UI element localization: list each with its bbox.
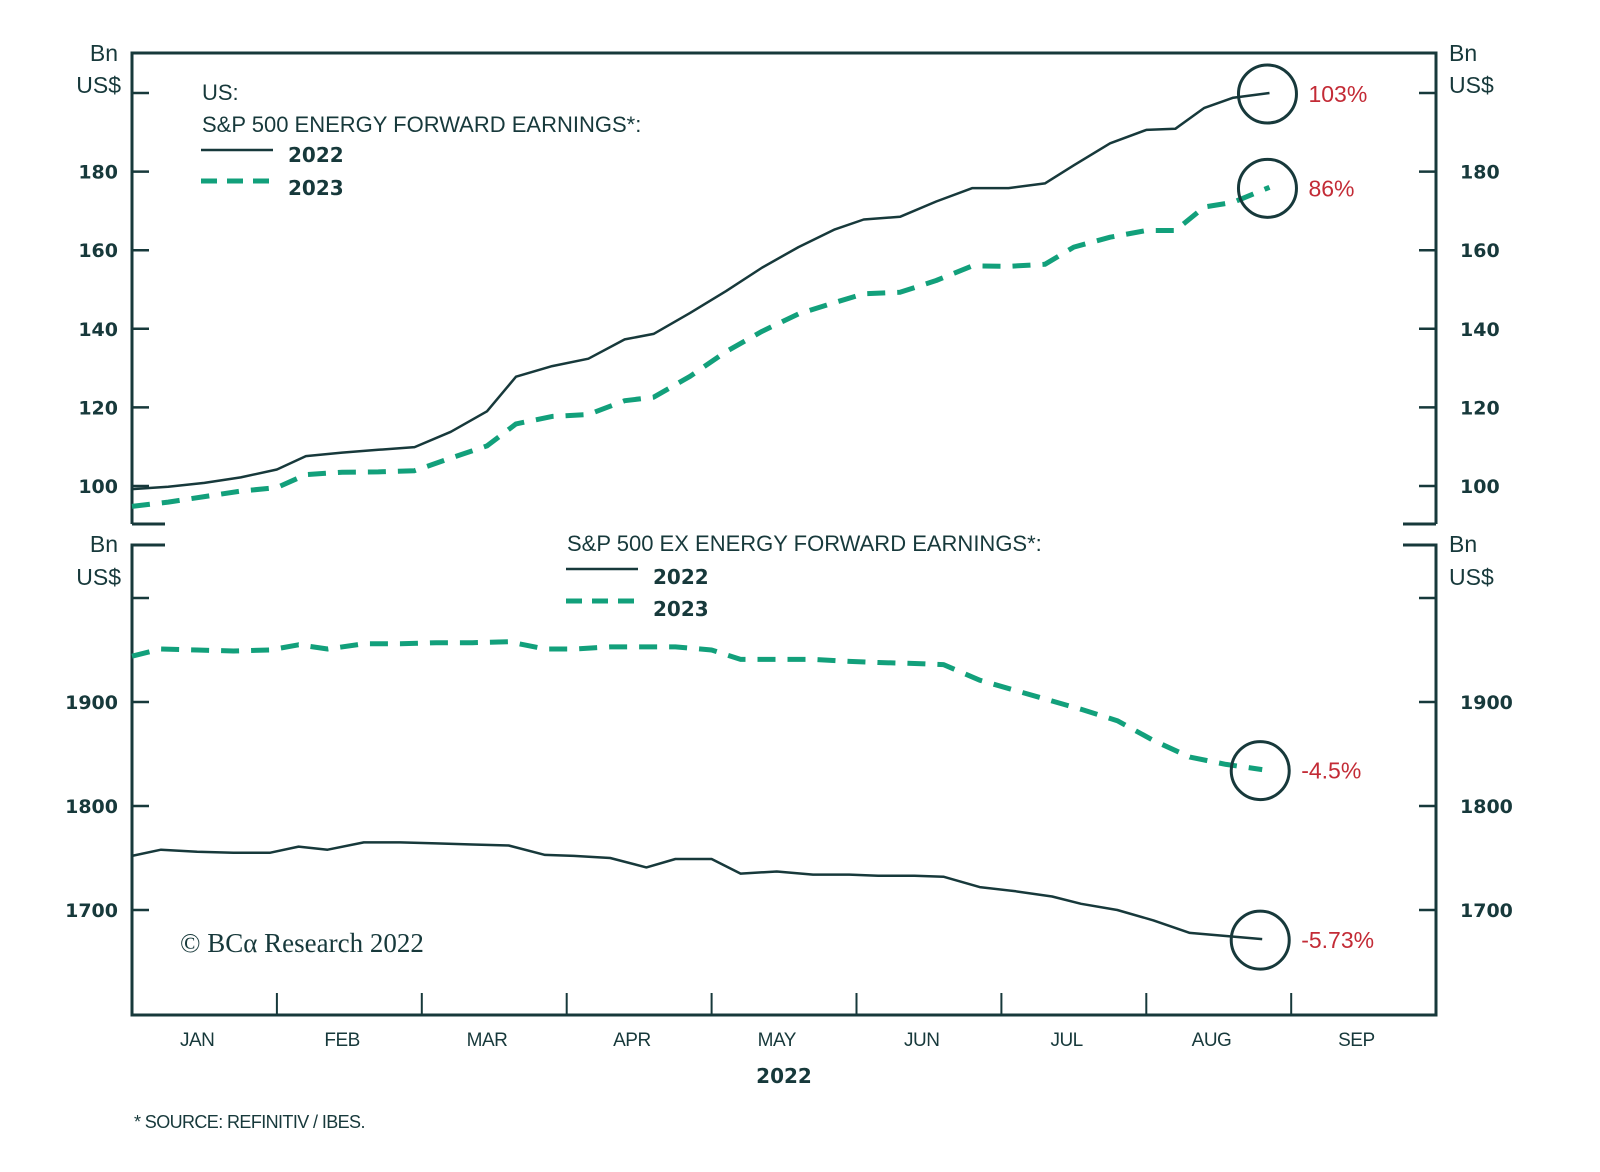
panel1-series-2023-line: [131, 639, 1263, 773]
top-legend-title-line2: S&P 500 ENERGY FORWARD EARNINGS*:: [202, 112, 641, 137]
panel0-left-ytick-label: 140: [78, 319, 118, 341]
copyright-notice: © BCα Research 2022: [180, 928, 424, 958]
source-footnote: * SOURCE: REFINITIV / IBES.: [134, 1112, 365, 1132]
panel0-annotation-circle-2023: [1236, 157, 1298, 219]
panel1-right-ytick-label: 1800: [1460, 796, 1513, 818]
panel0-right-ytick-label: 180: [1460, 162, 1500, 184]
chart-frames: [130, 51, 1438, 1017]
panel1-annotation-circle-2022: [1229, 909, 1291, 971]
top-legend-label-2023: 2023: [288, 176, 344, 200]
x-axis-year-label: 2022: [756, 1064, 812, 1088]
month-label-jun: JUN: [904, 1030, 939, 1051]
panel0-left-ytick-label: 160: [78, 240, 118, 262]
top-right-unit-bn: Bn: [1449, 40, 1477, 66]
bottom-right-unit-bn: Bn: [1449, 531, 1477, 557]
panel0-right-ytick-label: 120: [1460, 397, 1500, 419]
series-lines: [131, 91, 1271, 941]
bottom-legend-label-2023: 2023: [653, 597, 709, 621]
bottom-right-unit-usd: US$: [1449, 564, 1494, 590]
bottom-panel-frame: [130, 543, 1438, 1017]
panel0-right-ytick-label: 100: [1460, 476, 1500, 498]
panel0-series-2023-line: [131, 184, 1271, 509]
panel1-right-ytick-label: 1900: [1460, 692, 1513, 714]
panel0-left-ytick-label: 100: [78, 476, 118, 498]
month-label-sep: SEP: [1338, 1030, 1375, 1051]
panel0-series-2022-line: [131, 91, 1270, 491]
top-left-unit-usd: US$: [76, 72, 121, 98]
month-label-may: MAY: [758, 1030, 797, 1051]
month-label-apr: APR: [613, 1030, 651, 1051]
top-legend-title-line1: US:: [202, 80, 239, 105]
month-label-jan: JAN: [180, 1030, 214, 1051]
panel0-annotation-label-2022: 103%: [1308, 81, 1367, 107]
panel1-annotation-label-2022: -5.73%: [1301, 927, 1374, 953]
panel0-right-ytick-label: 140: [1460, 319, 1500, 341]
panel0-left-ytick-label: 120: [78, 397, 118, 419]
bottom-left-unit-usd: US$: [76, 564, 121, 590]
panel1-right-ytick-label: 1700: [1460, 900, 1513, 922]
bottom-legend-title: S&P 500 EX ENERGY FORWARD EARNINGS*:: [567, 531, 1042, 556]
panel1-annotation-label-2023: -4.5%: [1301, 758, 1361, 784]
panel1-left-ytick-label: 1900: [65, 692, 118, 714]
panel0-right-ytick-label: 160: [1460, 240, 1500, 262]
panel1-annotation-circle-2023: [1229, 740, 1291, 802]
top-right-unit-usd: US$: [1449, 72, 1494, 98]
bottom-left-unit-bn: Bn: [90, 531, 118, 557]
month-label-feb: FEB: [324, 1030, 359, 1051]
annotations: 103% 86% -4.5% -5.73%: [1229, 63, 1374, 971]
top-left-unit-bn: Bn: [90, 40, 118, 66]
top-panel-frame: [130, 51, 1438, 524]
panel0-annotation-label-2023: 86%: [1308, 175, 1354, 201]
month-label-aug: AUG: [1192, 1030, 1232, 1051]
axis-tick-labels: 100 100 120 120 140 140 160 160 180 180 1700 1700 18…: [65, 162, 1513, 922]
top-legend: US: S&P 500 ENERGY FORWARD EARNINGS*: 20…: [201, 80, 641, 200]
bottom-legend: S&P 500 EX ENERGY FORWARD EARNINGS*: 202…: [566, 531, 1042, 621]
month-labels: JAN FEB MAR APR MAY JUN JUL AUG SEP: [180, 1030, 1375, 1051]
panel1-series-2022-line: [131, 841, 1263, 941]
bottom-legend-label-2022: 2022: [653, 565, 709, 589]
top-legend-label-2022: 2022: [288, 143, 344, 167]
panel0-left-ytick-label: 180: [78, 162, 118, 184]
month-label-mar: MAR: [467, 1030, 508, 1051]
month-label-jul: JUL: [1050, 1030, 1082, 1051]
panel0-annotation-circle-2022: [1236, 63, 1298, 125]
panel1-left-ytick-label: 1800: [65, 796, 118, 818]
panel1-left-ytick-label: 1700: [65, 900, 118, 922]
axis-ticks: [132, 91, 1436, 1015]
